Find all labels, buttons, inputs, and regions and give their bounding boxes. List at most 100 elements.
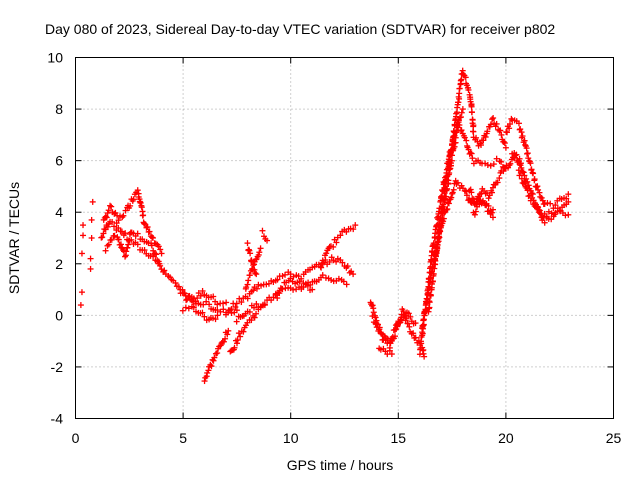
data-point bbox=[389, 333, 396, 340]
data-point bbox=[251, 314, 258, 321]
data-point bbox=[205, 367, 212, 374]
data-point bbox=[501, 140, 508, 147]
data-point bbox=[105, 207, 112, 214]
grid-lines bbox=[75, 57, 614, 419]
data-point bbox=[208, 363, 215, 370]
data-point bbox=[527, 160, 534, 167]
data-point bbox=[565, 211, 572, 218]
data-point bbox=[185, 293, 192, 300]
data-point bbox=[458, 127, 465, 134]
y-axis-label: SDTVAR / TECUs bbox=[6, 182, 22, 294]
data-point bbox=[468, 103, 475, 110]
data-point bbox=[228, 306, 235, 313]
data-point bbox=[238, 299, 245, 306]
data-point bbox=[515, 120, 522, 127]
data-point bbox=[467, 186, 474, 193]
data-point bbox=[143, 224, 150, 231]
data-point bbox=[335, 275, 342, 282]
data-point bbox=[250, 262, 257, 269]
data-point bbox=[149, 234, 156, 241]
data-point bbox=[319, 272, 326, 279]
data-point bbox=[126, 237, 133, 244]
data-point bbox=[525, 155, 532, 162]
data-point bbox=[206, 301, 213, 308]
data-point bbox=[253, 310, 260, 317]
data-point bbox=[248, 317, 255, 324]
data-point bbox=[449, 189, 456, 196]
data-point bbox=[247, 250, 254, 257]
data-point bbox=[161, 267, 168, 274]
data-point bbox=[410, 330, 417, 337]
data-point bbox=[212, 316, 219, 323]
data-point bbox=[521, 179, 528, 186]
data-point bbox=[253, 285, 260, 292]
data-point bbox=[527, 197, 534, 204]
data-point bbox=[100, 230, 107, 237]
data-point bbox=[253, 271, 260, 278]
data-point bbox=[465, 146, 472, 153]
data-point bbox=[256, 249, 263, 256]
data-point bbox=[551, 211, 558, 218]
data-point bbox=[517, 162, 524, 169]
data-point bbox=[258, 282, 265, 289]
data-point bbox=[565, 198, 572, 205]
data-point bbox=[488, 209, 495, 216]
data-point bbox=[337, 232, 344, 239]
data-point bbox=[122, 253, 129, 260]
data-point bbox=[251, 266, 258, 273]
x-tick-label: 5 bbox=[179, 430, 187, 446]
data-point bbox=[468, 150, 475, 157]
data-point bbox=[343, 281, 350, 288]
data-point bbox=[104, 223, 111, 230]
data-point bbox=[207, 361, 214, 368]
data-point bbox=[456, 95, 463, 102]
data-point bbox=[197, 292, 204, 299]
data-point bbox=[420, 316, 427, 323]
data-point bbox=[274, 295, 281, 302]
data-point bbox=[517, 126, 524, 133]
data-point bbox=[102, 247, 109, 254]
data-point bbox=[473, 134, 480, 141]
data-point bbox=[172, 279, 179, 286]
data-point bbox=[279, 285, 286, 292]
x-tick-label: 0 bbox=[72, 430, 80, 446]
data-point bbox=[113, 227, 120, 234]
x-tick-labels: 0 5 10 15 20 25 bbox=[72, 430, 622, 446]
y-tick-label: 0 bbox=[55, 307, 63, 323]
data-point bbox=[350, 271, 357, 278]
data-point bbox=[80, 232, 87, 239]
data-point bbox=[468, 189, 475, 196]
data-point bbox=[482, 133, 489, 140]
data-point bbox=[244, 240, 251, 247]
data-point bbox=[261, 301, 268, 308]
data-point bbox=[339, 259, 346, 266]
data-point bbox=[422, 302, 429, 309]
y-tick-label: -4 bbox=[51, 411, 64, 427]
data-point bbox=[154, 257, 161, 264]
data-point bbox=[370, 309, 377, 316]
data-point bbox=[483, 202, 490, 209]
data-point bbox=[309, 286, 316, 293]
data-point bbox=[470, 122, 477, 129]
data-point bbox=[105, 241, 112, 248]
data-point bbox=[538, 214, 545, 221]
data-point bbox=[340, 278, 347, 285]
plot-frame bbox=[75, 57, 614, 419]
y-tick-label: 10 bbox=[47, 50, 63, 66]
data-point bbox=[463, 192, 470, 199]
data-point bbox=[468, 109, 475, 116]
data-point bbox=[524, 187, 531, 194]
data-point bbox=[442, 182, 449, 189]
data-point bbox=[244, 281, 251, 288]
data-point bbox=[506, 121, 513, 128]
data-point bbox=[489, 184, 496, 191]
data-point bbox=[392, 322, 399, 329]
data-point bbox=[493, 155, 500, 162]
data-point bbox=[412, 334, 419, 341]
data-point bbox=[506, 125, 513, 132]
data-point bbox=[536, 207, 543, 214]
data-point bbox=[500, 168, 507, 175]
data-point bbox=[237, 333, 244, 340]
axis-ticks bbox=[75, 57, 614, 419]
y-tick-labels: -4 -2 0 2 4 6 8 10 bbox=[47, 50, 63, 427]
